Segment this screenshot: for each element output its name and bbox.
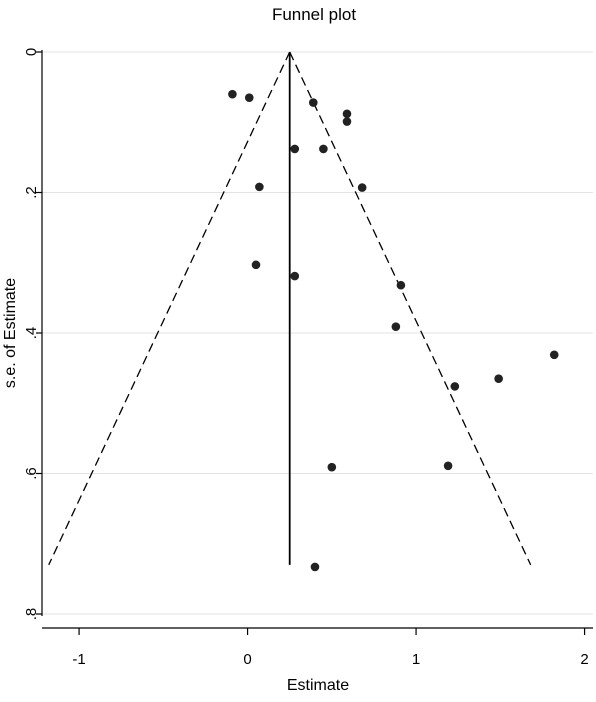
- y-tick-label: .2: [23, 186, 40, 199]
- x-tick-label: 2: [580, 651, 588, 668]
- funnel-lines: [48, 51, 532, 566]
- y-tick-label: .6: [23, 467, 40, 480]
- data-point: [290, 271, 300, 281]
- x-axis-label: Estimate: [287, 677, 349, 694]
- data-point: [396, 280, 406, 290]
- funnel-right-boundary: [289, 51, 532, 566]
- y-tick-label: 0: [23, 48, 40, 56]
- data-point: [290, 144, 300, 154]
- data-point: [310, 562, 320, 572]
- data-point: [228, 89, 237, 99]
- x-tick-label: 1: [412, 651, 420, 668]
- data-point: [319, 144, 328, 154]
- y-tick-label: .4: [23, 327, 40, 340]
- x-tick-label: -1: [72, 651, 85, 668]
- chart-title: Funnel plot: [272, 5, 356, 24]
- data-point: [357, 183, 367, 192]
- data-point: [255, 182, 264, 192]
- funnel-left-boundary: [48, 51, 291, 566]
- data-point: [327, 462, 337, 472]
- data-point: [391, 322, 401, 331]
- data-point: [494, 374, 503, 383]
- data-point: [342, 109, 352, 119]
- data-point: [251, 260, 261, 270]
- data-points: [228, 89, 559, 572]
- x-tick-label: 0: [243, 651, 251, 668]
- y-axis-label: s.e. of Estimate: [2, 278, 19, 388]
- axes: 0 .2 .4 .6 .8 -1 0 1 2: [23, 48, 593, 668]
- gridlines: [42, 51, 593, 615]
- data-point: [450, 382, 460, 391]
- data-point: [244, 93, 254, 102]
- data-point: [342, 117, 352, 126]
- data-point: [443, 461, 453, 471]
- y-tick-label: .8: [23, 608, 40, 621]
- data-point: [549, 350, 559, 360]
- data-point: [308, 98, 318, 107]
